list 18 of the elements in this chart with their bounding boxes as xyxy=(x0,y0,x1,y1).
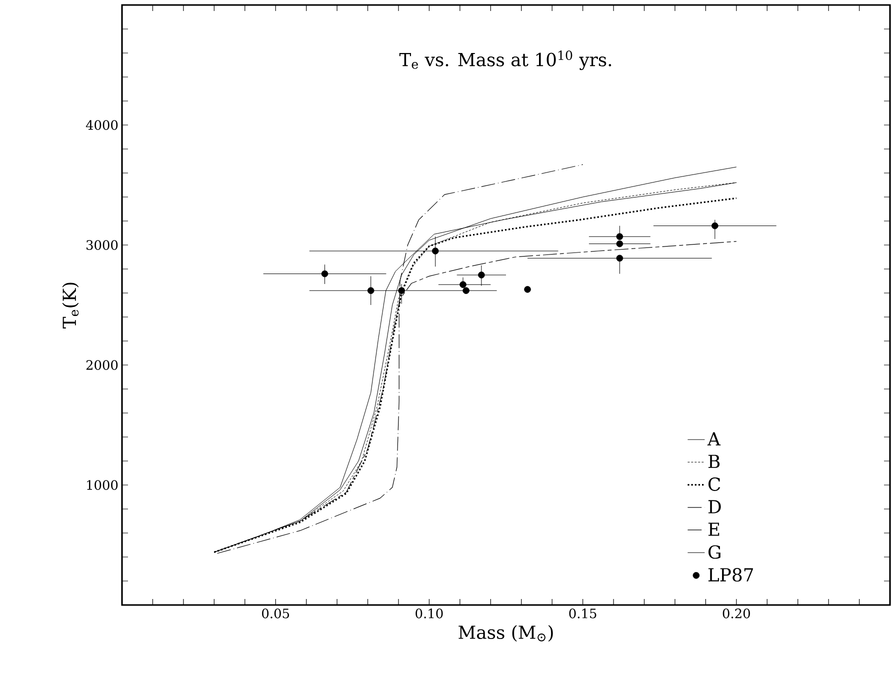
legend-label: A xyxy=(707,432,721,446)
y-axis-title: T$_{e}$(K) xyxy=(62,282,79,328)
y-tick-label: 4000 xyxy=(86,120,118,130)
legend-label: B xyxy=(708,454,720,468)
y-tick-label: 1000 xyxy=(87,480,118,490)
legend-label: C xyxy=(708,477,720,491)
legend-label: LP87 xyxy=(708,568,753,582)
x-tick-label: 0.20 xyxy=(722,608,750,618)
x-tick-label: 0.10 xyxy=(416,608,443,618)
text: T$_{e}$ vs. Mass at 10$^{10}$ yrs. xyxy=(399,50,612,70)
y-tick-label: 3000 xyxy=(86,240,118,250)
x-axis-title: Mass (M$_{⊙}$) xyxy=(458,625,553,642)
legend-label: E xyxy=(708,522,720,536)
legend-label: G xyxy=(708,545,720,559)
y-tick-label: 2000 xyxy=(86,360,118,370)
x-tick-label: 0.15 xyxy=(569,608,596,618)
legend-label: D xyxy=(708,500,721,514)
x-tick-label: 0.05 xyxy=(262,608,290,618)
